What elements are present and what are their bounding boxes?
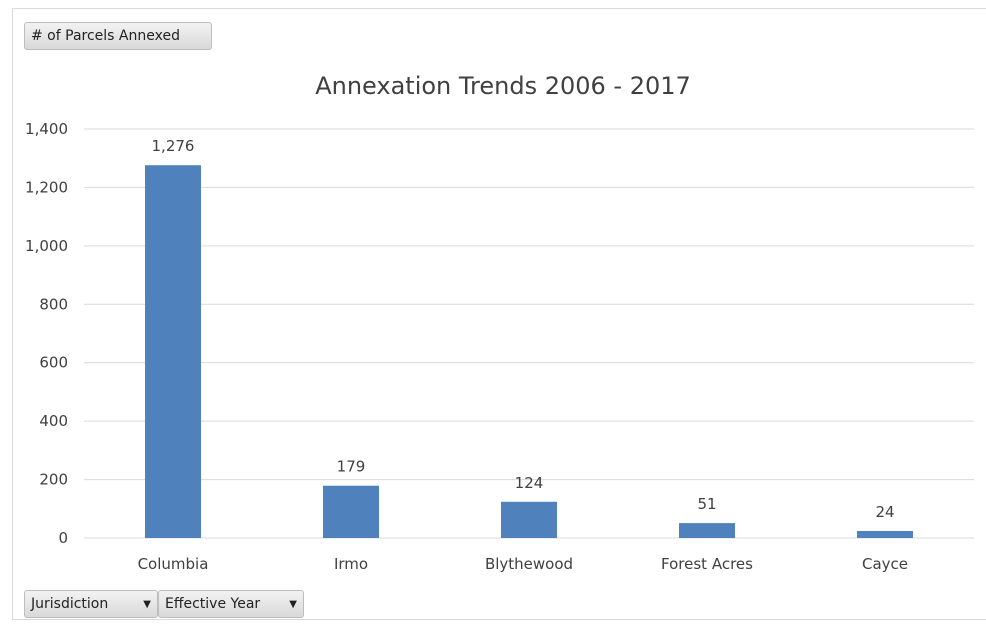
chart-title: Annexation Trends 2006 - 2017 <box>315 72 691 100</box>
jurisdiction-filter-label: Jurisdiction <box>31 596 109 612</box>
y-tick-label: 400 <box>39 412 68 430</box>
y-tick-label: 1,200 <box>25 178 68 196</box>
data-label: 51 <box>697 495 716 513</box>
data-label: 124 <box>515 474 544 492</box>
bar <box>501 501 557 538</box>
y-tick-label: 200 <box>39 471 68 489</box>
effective-year-filter-label: Effective Year <box>165 596 261 612</box>
dropdown-arrow-icon[interactable]: ▼ <box>289 598 297 610</box>
x-category-label: Blythewood <box>485 555 573 573</box>
y-tick-label: 600 <box>39 354 68 372</box>
y-tick-label: 800 <box>39 295 68 313</box>
x-category-label: Irmo <box>334 555 368 573</box>
data-label: 24 <box>875 503 894 521</box>
y-tick-label: 1,400 <box>25 120 68 138</box>
y-tick-label: 0 <box>58 529 68 547</box>
data-label: 179 <box>337 458 366 476</box>
bar <box>323 485 379 538</box>
bar <box>679 523 735 538</box>
x-category-label: Columbia <box>138 555 209 573</box>
chart-frame <box>12 8 986 620</box>
value-field-button[interactable]: # of Parcels Annexed <box>24 22 212 50</box>
value-field-label: # of Parcels Annexed <box>31 28 180 44</box>
dropdown-arrow-icon[interactable]: ▼ <box>143 598 151 610</box>
x-category-label: Forest Acres <box>661 555 753 573</box>
x-category-label: Cayce <box>862 555 908 573</box>
y-axis: 0 200 400 600 800 1,000 1,200 1,400 <box>25 120 68 547</box>
jurisdiction-filter-button[interactable]: Jurisdiction ▼ <box>24 590 158 618</box>
x-axis: Columbia Irmo Blythewood Forest Acres Cayce <box>138 555 908 573</box>
bar <box>857 530 913 538</box>
effective-year-filter-button[interactable]: Effective Year ▼ <box>158 590 304 618</box>
bar <box>145 165 201 538</box>
bars: 1,276 179 124 51 24 <box>145 137 913 538</box>
data-label: 1,276 <box>152 137 195 155</box>
y-tick-label: 1,000 <box>25 237 68 255</box>
